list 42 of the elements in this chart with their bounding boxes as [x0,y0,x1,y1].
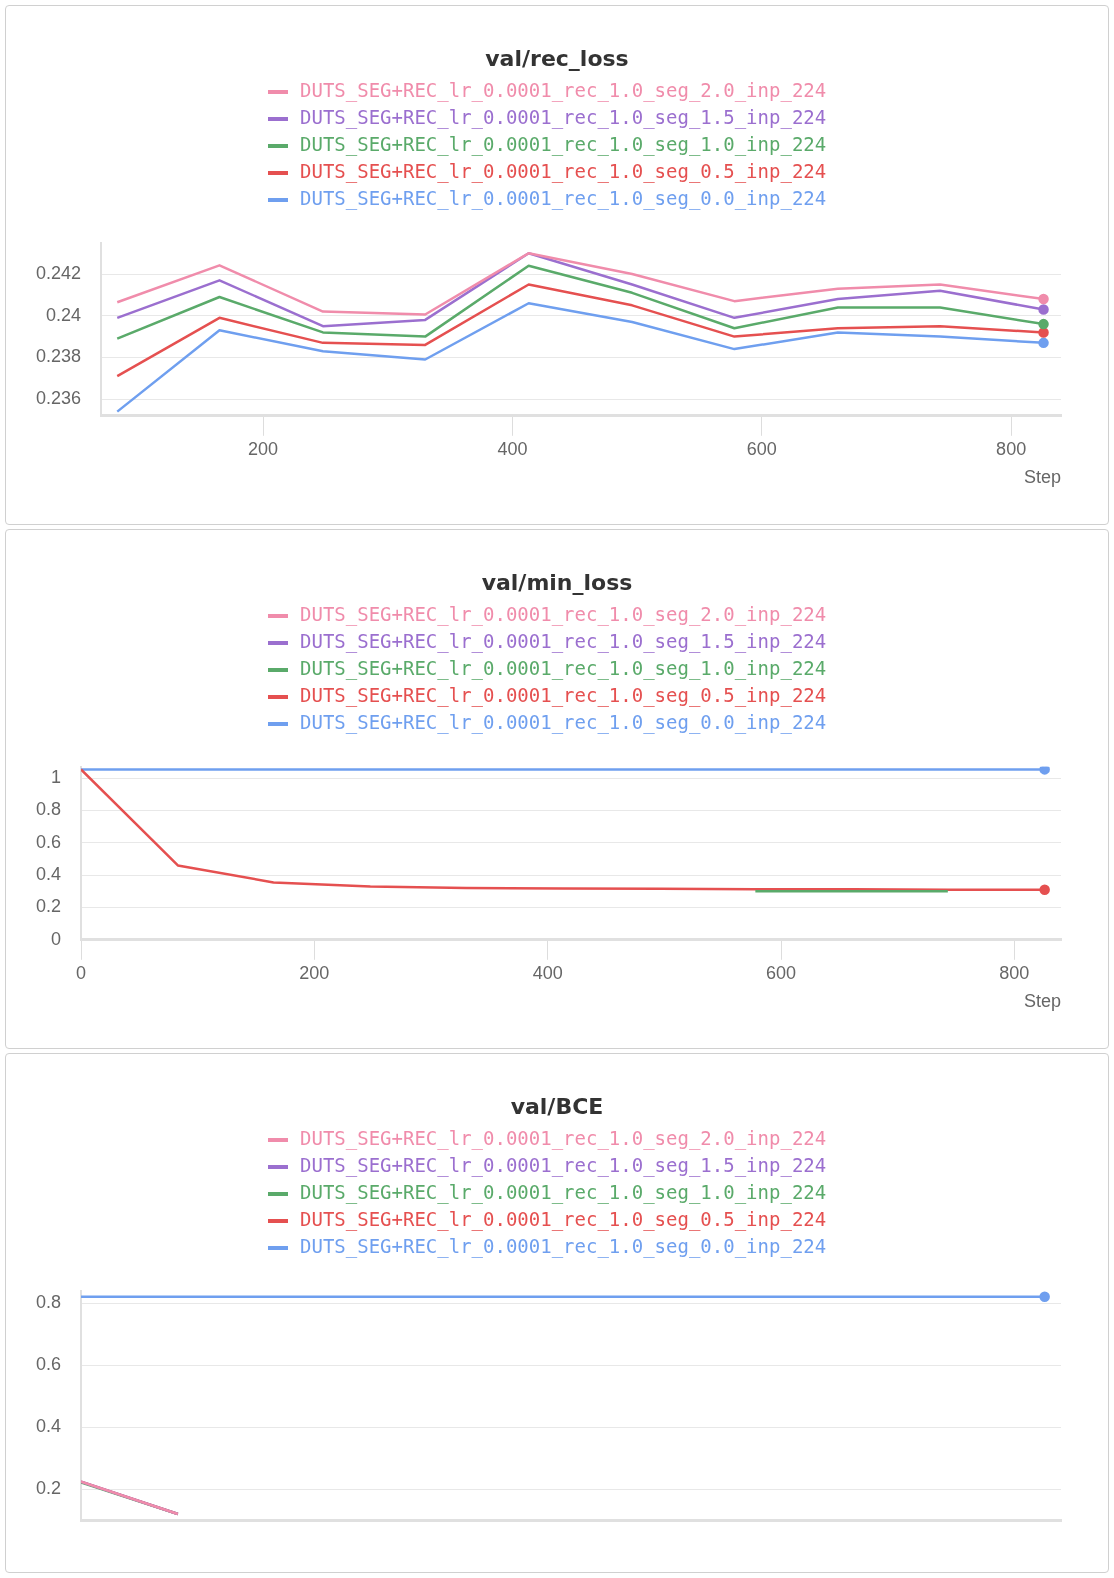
y-tick-label: 0.236 [36,388,82,409]
y-tick-label: 0.242 [36,263,82,284]
x-axis-title: Step [1023,467,1061,488]
y-tick-label: 0.2 [35,1478,62,1499]
legend-label: DUTS_SEG+REC_lr_0.0001_rec_1.0_seg_1.5_inp_224 [299,1153,828,1179]
y-tick-label: 0 [51,928,62,949]
y-tick-label: 0.6 [35,1354,62,1375]
legend-label: DUTS_SEG+REC_lr_0.0001_rec_1.0_seg_2.0_inp_224 [299,1126,828,1152]
legend-label: DUTS_SEG+REC_lr_0.0001_rec_1.0_seg_1.0_inp_224 [299,656,828,682]
x-tick-label: 800 [996,438,1027,459]
x-tick-label: 600 [765,962,797,983]
legend-label: DUTS_SEG+REC_lr_0.0001_rec_1.0_seg_0.5_inp_224 [299,1207,828,1233]
y-tick-label: 1 [51,767,62,788]
y-tick-label: 0.4 [35,864,62,885]
chart-title: val/rec_loss [484,46,630,71]
legend-label: DUTS_SEG+REC_lr_0.0001_rec_1.0_seg_1.5_inp_224 [299,105,828,131]
legend-label: DUTS_SEG+REC_lr_0.0001_rec_1.0_seg_1.0_inp_224 [299,1180,828,1206]
legend-label: DUTS_SEG+REC_lr_0.0001_rec_1.0_seg_0.5_inp_224 [299,159,828,185]
x-tick-label: 800 [999,962,1030,983]
chart-title: val/BCE [509,1094,605,1119]
legend-label: DUTS_SEG+REC_lr_0.0001_rec_1.0_seg_0.0_inp_224 [299,710,828,736]
x-tick-label: 200 [248,438,279,459]
y-tick-label: 0.2 [35,896,62,917]
y-tick-label: 0.8 [35,799,62,820]
legend-label: DUTS_SEG+REC_lr_0.0001_rec_1.0_seg_1.5_inp_224 [299,629,828,655]
y-tick-label: 0.238 [36,346,82,367]
x-tick-label: 200 [299,962,330,983]
chart-title: val/min_loss [480,570,634,595]
legend-label: DUTS_SEG+REC_lr_0.0001_rec_1.0_seg_0.5_inp_224 [299,683,828,709]
x-tick-label: 400 [532,962,563,983]
legend-label: DUTS_SEG+REC_lr_0.0001_rec_1.0_seg_0.0_inp_224 [299,186,828,212]
y-tick-label: 0.24 [46,304,82,325]
x-tick-label: 400 [497,438,528,459]
x-axis-title: Step [1023,991,1061,1012]
y-tick-label: 0.6 [35,831,62,852]
y-tick-label: 0.4 [35,1416,62,1437]
x-tick-label: 600 [746,438,777,459]
legend-label: DUTS_SEG+REC_lr_0.0001_rec_1.0_seg_1.0_inp_224 [299,132,828,158]
legend-label: DUTS_SEG+REC_lr_0.0001_rec_1.0_seg_2.0_inp_224 [299,602,828,628]
y-tick-label: 0.8 [35,1292,62,1313]
legend-label: DUTS_SEG+REC_lr_0.0001_rec_1.0_seg_0.0_inp_224 [299,1234,828,1260]
legend-label: DUTS_SEG+REC_lr_0.0001_rec_1.0_seg_2.0_inp_224 [299,78,828,104]
